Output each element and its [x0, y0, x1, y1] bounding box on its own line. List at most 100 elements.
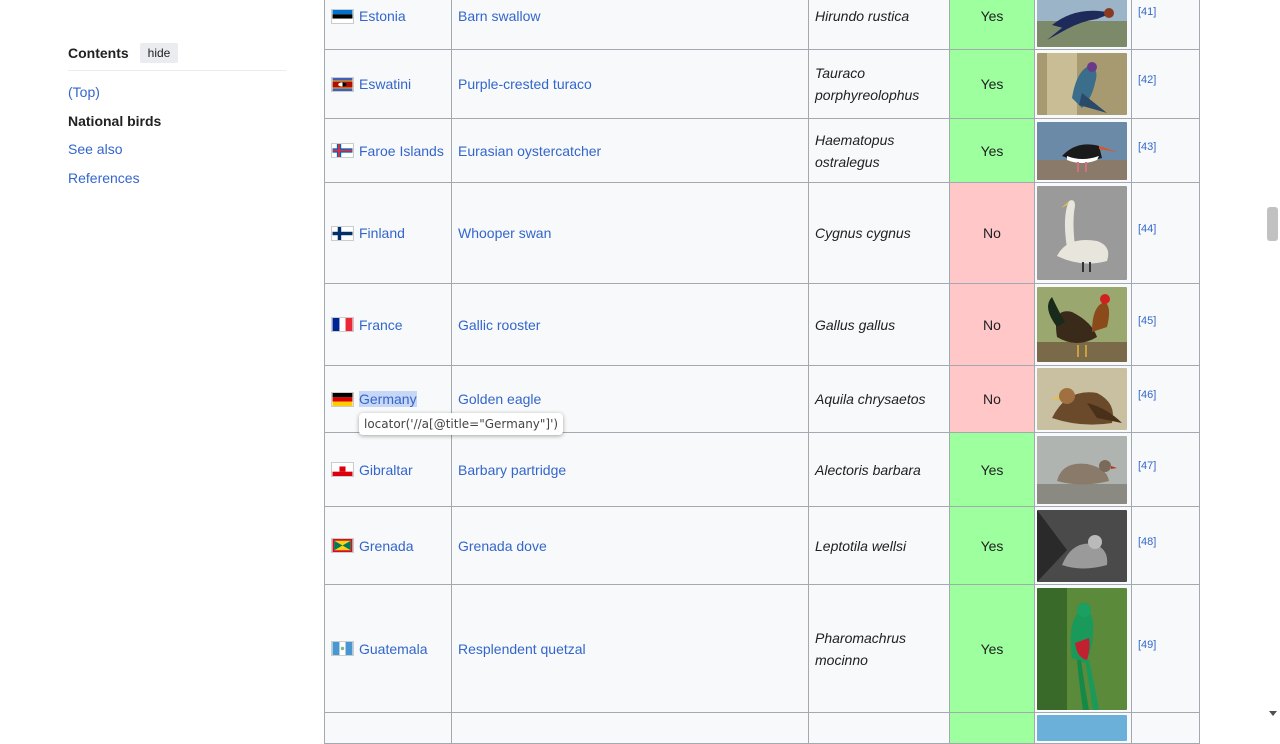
scroll-down-arrow-icon[interactable] — [1269, 711, 1277, 716]
table-row: France Gallic rooster Gallus gallus No [… — [324, 283, 1200, 366]
table-row: Estonia Barn swallow Hirundo rustica Yes… — [324, 0, 1200, 50]
country-cell: Grenada — [324, 506, 452, 585]
table-row: Guatemala Resplendent quetzal Pharomachr… — [324, 584, 1200, 713]
finland-flag-icon — [331, 225, 354, 241]
scientific-name-cell: Gallus gallus — [808, 283, 950, 366]
bird-cell: Resplendent quetzal — [451, 584, 809, 713]
country-link[interactable]: Eswatini — [359, 76, 412, 92]
ref-cell: [46] — [1131, 365, 1200, 433]
image-cell — [1034, 49, 1132, 119]
vertical-scrollbar[interactable] — [1265, 0, 1280, 720]
protected-cell: No — [949, 365, 1035, 433]
grenada-dove-image[interactable] — [1037, 509, 1127, 582]
ref-cell: [45] — [1131, 283, 1200, 366]
barn-swallow-image[interactable] — [1037, 0, 1127, 47]
protected-cell: Yes — [949, 584, 1035, 713]
ref-cell — [1131, 712, 1200, 744]
scientific-name-cell: Leptotila wellsi — [808, 506, 950, 585]
table-row — [324, 712, 1200, 744]
bird-cell: Whooper swan — [451, 182, 809, 284]
toc-item-see-also[interactable]: See also — [68, 141, 123, 157]
country-cell: Faroe Islands — [324, 118, 452, 183]
image-cell — [1034, 584, 1132, 713]
reference-link[interactable]: [42] — [1138, 74, 1157, 86]
whooper-swan-image[interactable] — [1037, 186, 1127, 280]
reference-link[interactable]: [44] — [1138, 223, 1157, 235]
reference-link[interactable]: [43] — [1138, 140, 1157, 153]
reference-link[interactable]: [45] — [1138, 314, 1157, 327]
bird-link[interactable]: Grenada dove — [458, 537, 547, 554]
image-cell — [1034, 0, 1132, 50]
country-link[interactable]: Germany — [359, 391, 417, 407]
country-link[interactable]: Faroe Islands — [359, 142, 444, 159]
country-link[interactable]: Guatemala — [359, 640, 428, 657]
protected-cell: No — [949, 182, 1035, 284]
bird-link[interactable]: Eurasian oystercatcher — [458, 142, 602, 159]
faroe-islands-flag-icon — [331, 143, 354, 158]
toc-item-references[interactable]: References — [68, 169, 140, 186]
country-cell: Eswatini — [324, 49, 452, 119]
reference-link[interactable]: [46] — [1138, 389, 1157, 401]
bird-cell: Grenada dove — [451, 506, 809, 585]
protected-cell: No — [949, 283, 1035, 366]
country-cell: Guatemala — [324, 584, 452, 713]
image-cell — [1034, 365, 1132, 433]
table-row: Gibraltar Barbary partridge Alectoris ba… — [324, 432, 1200, 507]
toc-item-national-birds[interactable]: National birds — [68, 112, 162, 129]
country-link[interactable]: Gibraltar — [359, 461, 413, 478]
resplendent-quetzal-image[interactable] — [1037, 587, 1127, 710]
bird-link[interactable]: Whooper swan — [458, 225, 552, 241]
toc-item-top[interactable]: (Top) — [68, 84, 100, 100]
table-row: Faroe Islands Eurasian oystercatcher Hae… — [324, 118, 1200, 183]
grenada-flag-icon — [331, 538, 354, 553]
eswatini-flag-icon — [331, 76, 354, 92]
gallic-rooster-image[interactable] — [1037, 287, 1127, 362]
bird-link[interactable]: Barn swallow — [458, 8, 541, 24]
barbary-partridge-image[interactable] — [1037, 435, 1127, 504]
bird-link[interactable]: Purple-crested turaco — [458, 76, 592, 92]
scrollbar-thumb[interactable] — [1267, 207, 1278, 241]
reference-link[interactable]: [49] — [1138, 638, 1157, 651]
table-row: Eswatini Purple-crested turaco Tauraco p… — [324, 49, 1200, 119]
bird-link[interactable]: Barbary partridge — [458, 461, 567, 478]
scientific-name-cell: Alectoris barbara — [808, 432, 950, 507]
bird-cell: Gallic rooster — [451, 283, 809, 366]
image-cell — [1034, 432, 1132, 507]
table-row: Germany Golden eagle Aquila chrysaetos N… — [324, 365, 1200, 433]
partial-bird-image[interactable] — [1037, 715, 1127, 741]
country-link[interactable]: Grenada — [359, 537, 414, 554]
country-link[interactable]: France — [359, 316, 403, 333]
toc-list: (Top) National birds See also References — [68, 81, 286, 195]
protected-cell: Yes — [949, 0, 1035, 50]
country-cell: Gibraltar — [324, 432, 452, 507]
reference-link[interactable]: [41] — [1138, 6, 1157, 18]
bird-cell: Barn swallow — [451, 0, 809, 50]
ref-cell: [47] — [1131, 432, 1200, 507]
protected-cell: Yes — [949, 432, 1035, 507]
reference-link[interactable]: [47] — [1138, 459, 1157, 472]
scientific-name-cell: Aquila chrysaetos — [808, 365, 950, 433]
table-row: Finland Whooper swan Cygnus cygnus No [4… — [324, 182, 1200, 284]
purple-crested-turaco-image[interactable] — [1037, 53, 1127, 115]
reference-link[interactable]: [48] — [1138, 535, 1157, 548]
bird-cell: Eurasian oystercatcher — [451, 118, 809, 183]
golden-eagle-image[interactable] — [1037, 368, 1127, 430]
image-cell — [1034, 506, 1132, 585]
locator-tooltip: locator('//a[@title="Germany"]') — [359, 413, 564, 435]
germany-flag-icon — [331, 391, 354, 407]
gibraltar-flag-icon — [331, 462, 354, 477]
toc-hide-button[interactable]: hide — [139, 43, 179, 63]
bird-link[interactable]: Golden eagle — [458, 391, 542, 407]
protected-cell: Yes — [949, 49, 1035, 119]
ref-cell: [43] — [1131, 118, 1200, 183]
protected-cell — [949, 712, 1035, 744]
ref-cell: [49] — [1131, 584, 1200, 713]
image-cell — [1034, 118, 1132, 183]
protected-cell: Yes — [949, 506, 1035, 585]
bird-link[interactable]: Gallic rooster — [458, 316, 541, 333]
eurasian-oystercatcher-image[interactable] — [1037, 121, 1127, 180]
bird-link[interactable]: Resplendent quetzal — [458, 640, 586, 657]
country-link[interactable]: Estonia — [359, 8, 406, 24]
country-cell: France — [324, 283, 452, 366]
country-link[interactable]: Finland — [359, 225, 405, 241]
